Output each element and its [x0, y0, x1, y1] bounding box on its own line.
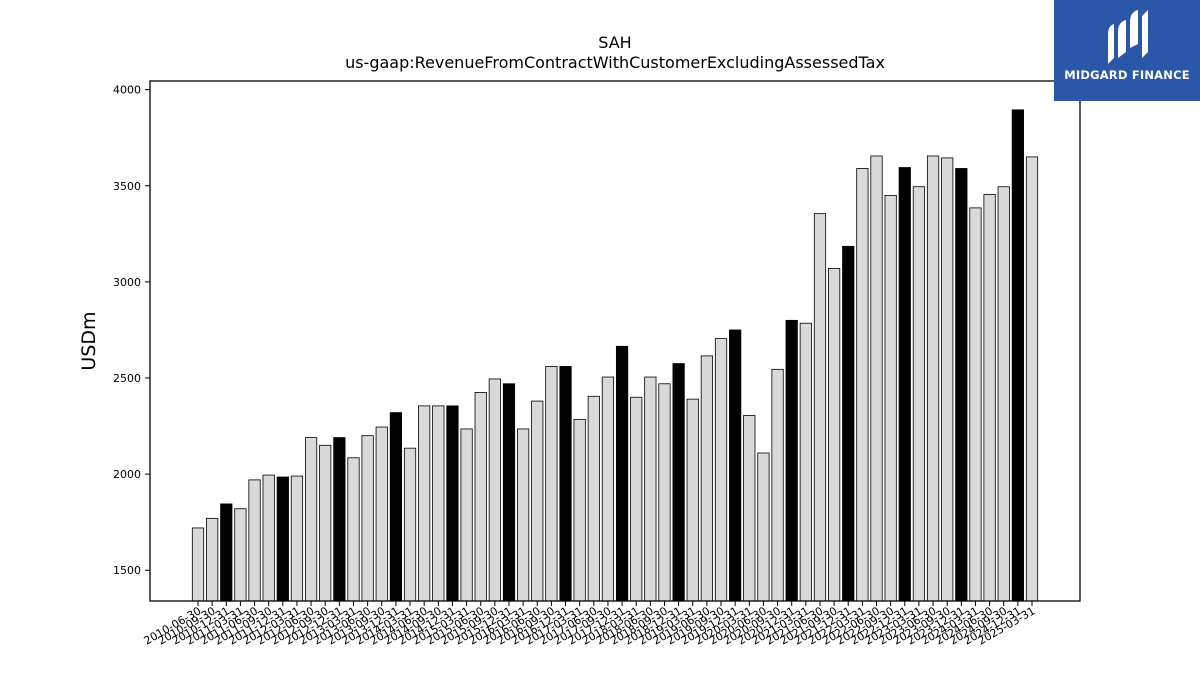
bar-2012-12-31: [333, 437, 346, 602]
bar-2011-06-30: [248, 479, 261, 602]
bar-2016-03-31: [517, 428, 530, 602]
bar-2020-06-30: [757, 452, 770, 602]
bar-2011-03-31: [234, 508, 247, 602]
bar-2024-03-31: [969, 207, 982, 602]
bar-2014-03-31: [403, 447, 417, 602]
y-tick-label: 3500: [113, 180, 141, 193]
bar-2013-09-30: [375, 426, 388, 602]
bar-2023-06-30: [926, 155, 940, 602]
bar-2021-06-30: [813, 213, 827, 602]
bar-2016-09-30: [545, 366, 558, 602]
bar-2018-03-31: [630, 396, 643, 602]
bar-2017-12-31: [615, 345, 629, 602]
bar-2012-09-30: [319, 444, 332, 602]
bar-2015-12-31: [502, 383, 516, 602]
x-axis-ticks: 2010-06-302010-09-302010-12-312011-03-31…: [142, 601, 1038, 648]
bar-2017-06-30: [587, 395, 600, 602]
chart-subtitle: us-gaap:RevenueFromContractWithCustomerE…: [345, 53, 885, 72]
bar-2024-12-31: [1011, 109, 1024, 602]
bar-2021-03-31: [799, 322, 812, 602]
bar-2010-12-31: [220, 503, 233, 602]
y-tick-label: 3000: [113, 276, 141, 289]
bar-2020-12-31: [785, 319, 798, 602]
bar-2015-06-30: [474, 392, 487, 602]
bar-2018-06-30: [644, 376, 657, 602]
y-tick-label: 1500: [113, 564, 141, 577]
y-tick-label: 2000: [113, 468, 141, 481]
bar-2010-06-30: [191, 527, 205, 602]
bar-2011-09-30: [262, 474, 275, 602]
bar-2017-03-31: [573, 418, 586, 602]
bar-2018-12-31: [672, 363, 685, 602]
bar-2012-06-30: [304, 437, 318, 602]
bar-2013-03-31: [347, 457, 360, 602]
chart-title: SAH: [598, 33, 631, 52]
bar-2022-06-30: [870, 155, 883, 602]
bar-2017-09-30: [601, 376, 615, 602]
logo-text: MIDGARD FINANCE: [1064, 68, 1190, 82]
bar-2023-09-30: [941, 157, 954, 602]
bar-2022-09-30: [884, 194, 897, 602]
bar-2021-09-30: [828, 268, 841, 602]
bar-2014-09-30: [432, 405, 445, 602]
bar-2013-12-31: [389, 412, 403, 602]
bar-2010-09-30: [206, 517, 219, 602]
bar-2021-12-31: [842, 245, 855, 602]
bar-2018-09-30: [658, 383, 671, 602]
bar-2024-09-30: [997, 186, 1010, 602]
y-tick-label: 4000: [113, 84, 141, 97]
bar-2022-12-31: [898, 167, 911, 602]
bar-2023-12-31: [955, 168, 968, 602]
midgard-logo-icon: [1108, 10, 1148, 64]
plot-frame: [149, 80, 1081, 602]
bar-2016-06-30: [531, 400, 544, 602]
bar-2014-06-30: [418, 405, 431, 602]
bar-2019-03-31: [686, 398, 699, 602]
bar-2019-06-30: [700, 355, 713, 602]
bar-2015-09-30: [488, 378, 501, 602]
bar-2013-06-30: [361, 435, 374, 602]
bar-2016-12-31: [559, 366, 572, 602]
bar-2022-03-31: [856, 168, 869, 602]
bar-2019-09-30: [714, 338, 728, 602]
bar-2015-03-31: [460, 428, 473, 602]
y-tick-label: 2500: [113, 372, 141, 385]
y-axis-label: USDm: [78, 311, 100, 370]
brand-logo: MIDGARD FINANCE: [1054, 0, 1200, 101]
bar-2020-09-30: [771, 368, 784, 602]
bar-2020-03-31: [743, 415, 756, 602]
bar-2012-03-31: [290, 475, 304, 602]
bar-2014-12-31: [446, 405, 459, 602]
bar-2011-12-31: [276, 476, 289, 602]
bar-2024-06-30: [983, 194, 996, 602]
y-axis-ticks: 1500 2000 2500 3000 3500 4000: [113, 84, 150, 577]
bar-2019-12-31: [729, 329, 742, 602]
bars-group: [191, 109, 1039, 602]
bar-2023-03-31: [912, 186, 926, 602]
bar-2025-03-31: [1025, 156, 1039, 602]
